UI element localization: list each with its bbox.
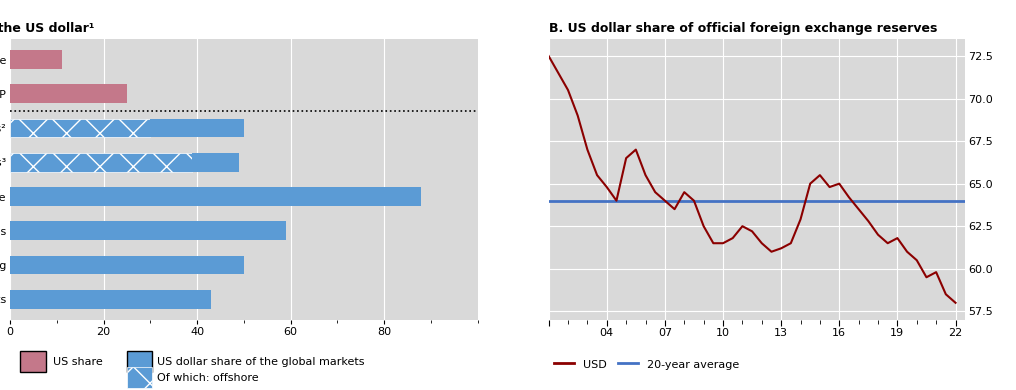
- Text: B. US dollar share of official foreign exchange reserves: B. US dollar share of official foreign e…: [549, 22, 937, 35]
- Text: US dollar share of the global markets: US dollar share of the global markets: [157, 357, 365, 367]
- Bar: [150, 119, 244, 137]
- Bar: [10, 119, 150, 137]
- Bar: [10, 84, 127, 103]
- Bar: [10, 153, 192, 172]
- Text: A. International role of the US dollar¹: A. International role of the US dollar¹: [0, 22, 93, 35]
- Text: US share: US share: [53, 357, 103, 367]
- Bar: [192, 153, 239, 172]
- Bar: [10, 222, 285, 240]
- Legend: USD, 20-year average: USD, 20-year average: [554, 359, 739, 370]
- Bar: [10, 187, 422, 206]
- Text: Of which: offshore: Of which: offshore: [157, 372, 259, 383]
- Bar: [10, 255, 244, 275]
- Bar: [10, 50, 62, 69]
- Bar: [10, 290, 211, 308]
